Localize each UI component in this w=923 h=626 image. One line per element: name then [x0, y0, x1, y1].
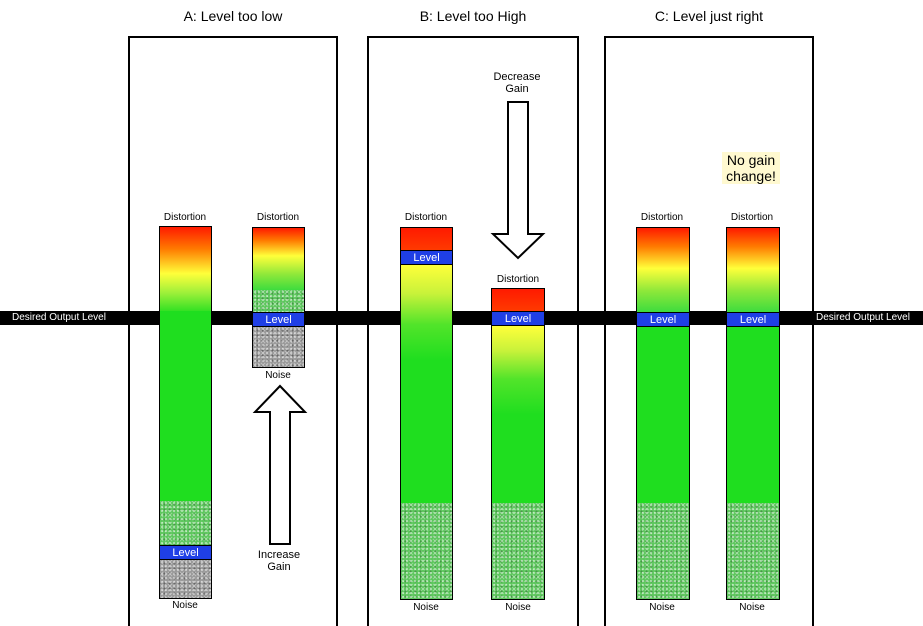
- desired-output-label-left: Desired Output Level: [12, 312, 106, 323]
- meter-a1-line-overlay: [160, 311, 211, 325]
- arrow-up-icon: [252, 384, 308, 545]
- meter-c1-level: Level: [637, 312, 689, 327]
- meter-b2-level: Level: [492, 311, 544, 326]
- meter-b1-level: Level: [401, 250, 452, 265]
- meter-c1-noise-label: Noise: [649, 602, 675, 613]
- meter-b1-distortion-label: Distortion: [404, 212, 448, 223]
- panel-b-frame: [367, 36, 579, 626]
- desired-level-line-seg4: [453, 311, 491, 325]
- desired-level-line-left: [0, 311, 159, 325]
- meter-c2-level: Level: [727, 312, 779, 327]
- increase-gain-label: Increase Gain: [257, 549, 301, 573]
- meter-a1-level: Level: [160, 545, 211, 560]
- meter-a2-noise-label: Noise: [265, 370, 291, 381]
- meter-c1-distortion-label: Distortion: [640, 212, 684, 223]
- meter-c1: Level: [636, 227, 690, 600]
- desired-level-line-seg3: [305, 311, 400, 325]
- meter-b2-noise-label: Noise: [505, 602, 531, 613]
- panel-c-title: C: Level just right: [654, 8, 764, 24]
- meter-b1: Level: [400, 227, 453, 600]
- meter-a2-distortion-label: Distortion: [256, 212, 300, 223]
- desired-level-line-seg6: [690, 311, 726, 325]
- meter-a1-noise-label: Noise: [172, 600, 198, 611]
- no-gain-change-note: No gain change!: [722, 152, 780, 184]
- arrow-down-icon: [490, 101, 546, 260]
- meter-c2: Level: [726, 227, 780, 600]
- desired-level-line-seg2: [212, 311, 252, 325]
- meter-b2: Level: [491, 288, 545, 600]
- decrease-gain-label: Decrease Gain: [493, 71, 541, 95]
- meter-a1: Level: [159, 226, 212, 599]
- panel-a-title: A: Level too low: [183, 8, 283, 24]
- desired-level-line-seg5: [545, 311, 636, 325]
- meter-a2-level: Level: [253, 312, 304, 327]
- panel-b-title: B: Level too High: [419, 8, 527, 24]
- panel-a-frame: [128, 36, 338, 626]
- desired-level-line-right: [780, 311, 923, 325]
- meter-a2: Level: [252, 227, 305, 368]
- meter-a1-distortion-label: Distortion: [163, 212, 207, 223]
- meter-c2-distortion-label: Distortion: [730, 212, 774, 223]
- meter-c2-noise-label: Noise: [739, 602, 765, 613]
- panel-c-frame: [604, 36, 814, 626]
- desired-output-label-right: Desired Output Level: [816, 312, 910, 323]
- meter-b2-distortion-label: Distortion: [496, 274, 540, 285]
- meter-b1-noise-label: Noise: [413, 602, 439, 613]
